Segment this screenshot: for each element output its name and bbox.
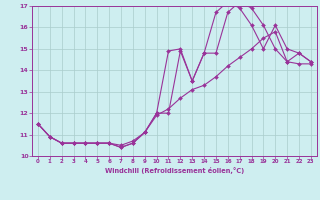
X-axis label: Windchill (Refroidissement éolien,°C): Windchill (Refroidissement éolien,°C) — [105, 167, 244, 174]
